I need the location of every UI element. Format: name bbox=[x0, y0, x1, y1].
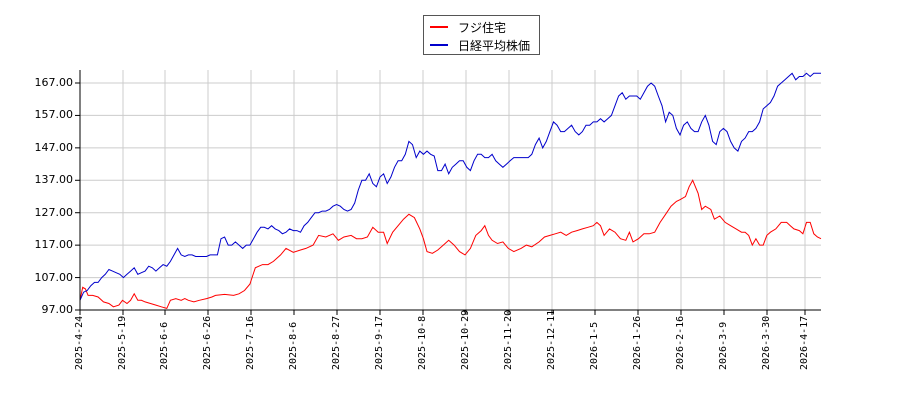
x-tick-label: 2025-9-17 bbox=[374, 315, 385, 370]
y-tick-label: 167.00 bbox=[34, 76, 74, 89]
legend-item-nikkei: 日経平均株価 bbox=[430, 37, 530, 53]
x-tick-label: 2025-10-29 bbox=[460, 309, 471, 370]
legend-swatch-red bbox=[430, 26, 448, 28]
legend-label: フジ住宅 bbox=[458, 20, 507, 35]
x-tick-label: 2025-7-16 bbox=[245, 315, 256, 370]
x-tick-label: 2025-4-24 bbox=[74, 315, 85, 370]
y-tick-label: 127.00 bbox=[34, 205, 74, 219]
x-tick-label: 2026-1-5 bbox=[589, 321, 600, 370]
legend-label: 日経平均株価 bbox=[458, 38, 531, 53]
x-tick-label: 2025-8-6 bbox=[288, 321, 299, 370]
series-lines bbox=[79, 72, 822, 310]
legend-item-fuji-jutaku: フジ住宅 bbox=[430, 19, 506, 35]
x-tick-label: 2026-2-16 bbox=[675, 315, 686, 370]
y-tick-label: 117.00 bbox=[34, 238, 74, 252]
x-tick-label: 2026-4-17 bbox=[799, 315, 810, 370]
grid-lines bbox=[80, 70, 821, 310]
x-tick-label: 2025-11-20 bbox=[503, 309, 514, 370]
y-tick-label: 147.00 bbox=[34, 140, 74, 154]
x-tick-label: 2025-12-11 bbox=[546, 309, 557, 370]
x-tick-label: 2026-1-26 bbox=[632, 315, 643, 370]
x-tick-label: 2025-8-27 bbox=[331, 315, 342, 370]
axis-ticks bbox=[75, 82, 806, 315]
x-tick-label: 2025-10-8 bbox=[417, 315, 428, 370]
x-tick-label: 2026-3-30 bbox=[761, 315, 772, 370]
x-tick-label: 2025-5-19 bbox=[117, 315, 128, 370]
y-tick-label: 107.00 bbox=[34, 270, 74, 284]
legend-swatch-blue bbox=[430, 44, 448, 46]
chart-legend: フジ住宅 日経平均株価 bbox=[423, 15, 540, 55]
y-tick-label: 157.00 bbox=[34, 108, 74, 122]
x-tick-label: 2025-6-6 bbox=[159, 321, 170, 370]
x-tick-label: 2026-3-9 bbox=[718, 321, 729, 370]
y-tick-label: 97.00 bbox=[41, 303, 74, 316]
y-tick-label: 137.00 bbox=[34, 173, 74, 187]
x-tick-label: 2025-6-26 bbox=[202, 315, 213, 370]
